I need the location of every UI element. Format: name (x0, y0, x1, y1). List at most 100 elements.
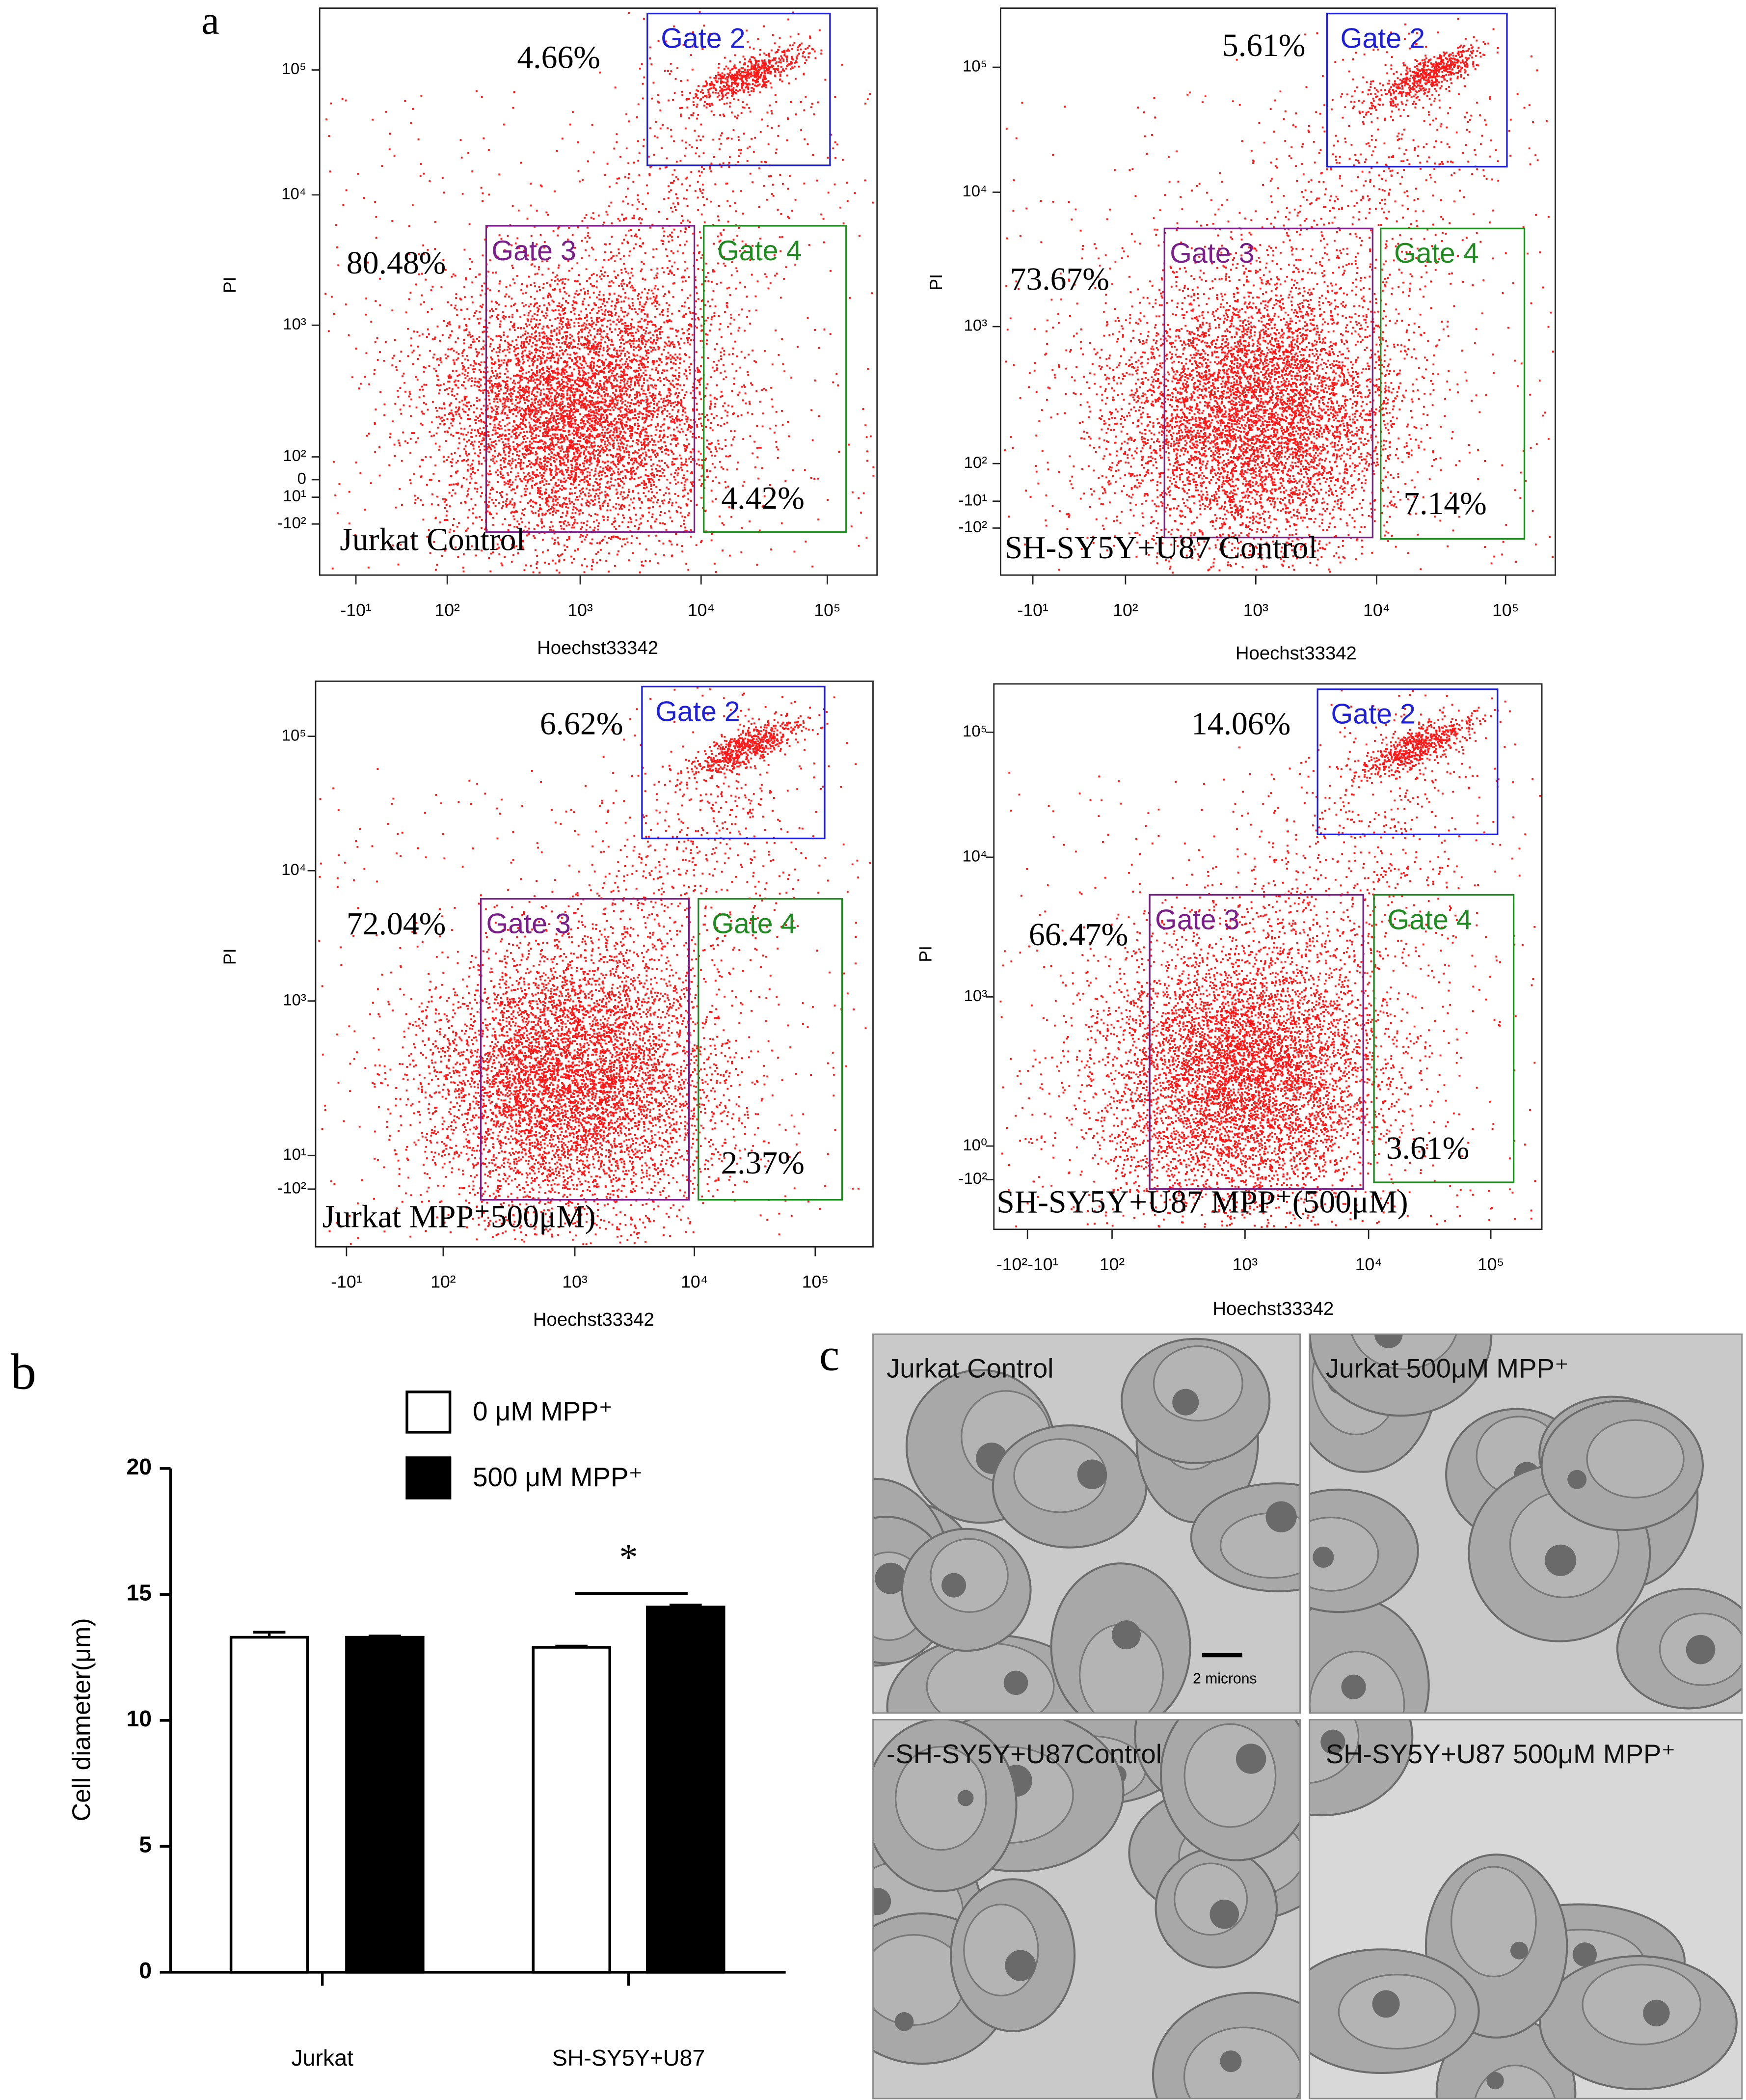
y-tick-label: 10⁰ (963, 1136, 987, 1154)
nucleus (1174, 1862, 1248, 1936)
nucleolus (1567, 1470, 1587, 1489)
gate-percentage: 4.42% (721, 480, 805, 516)
nucleolus (1209, 1899, 1239, 1929)
gate-label: Gate 4 (1387, 904, 1472, 935)
x-tick-label: 10⁴ (681, 1272, 708, 1292)
nucleolus (1372, 1990, 1400, 2018)
gate-label: Gate 2 (1331, 699, 1416, 730)
legend-swatch (405, 1456, 452, 1500)
y-tick-label: 10² (283, 446, 306, 464)
gate-box (480, 898, 690, 1201)
bar (345, 1636, 425, 1974)
gate-percentage: 66.47% (1029, 917, 1128, 953)
gate-box (641, 685, 826, 840)
gate-percentage: 4.66% (517, 39, 600, 75)
micrograph-label: Jurkat 500μM MPP⁺ (1326, 1353, 1569, 1384)
nucleolus (1544, 1544, 1577, 1576)
y-tick-label: 10⁴ (281, 185, 306, 203)
nucleolus (873, 1888, 891, 1915)
gate-label: Gate 4 (712, 908, 796, 940)
micrograph: -SH-SY5Y+U87Control (872, 1719, 1301, 2100)
nucleolus (1005, 1950, 1036, 1981)
nucleolus (1686, 1635, 1716, 1664)
y-tick-label: 0 (297, 469, 306, 488)
y-axis-label: PI (220, 949, 240, 965)
nucleus (963, 1904, 1039, 1996)
gate-percentage: 80.48% (347, 245, 446, 281)
x-axis-label: Hoechst33342 (1212, 1298, 1334, 1319)
gate-box (1163, 227, 1373, 539)
event-dots (999, 689, 1541, 1228)
gate-label: Gate 2 (661, 23, 745, 54)
x-tick-label: 10⁵ (1492, 600, 1519, 620)
nucleolus (1077, 1459, 1107, 1489)
y-tick-label: 10³ (964, 316, 988, 334)
plot-frame (319, 7, 878, 576)
nucleus (1451, 1866, 1537, 1978)
y-axis-label: PI (926, 274, 946, 291)
micrograph-content (1309, 1719, 1742, 2099)
micrograph: Jurkat 500μM MPP⁺ (1309, 1333, 1743, 1714)
y-tick-label: -10¹ (959, 491, 987, 509)
nucleolus (941, 1573, 967, 1598)
micrograph-label: Jurkat Control (886, 1353, 1054, 1384)
x-tick-label: Jurkat (291, 2045, 353, 2071)
plot-title: Jurkat MPP⁺500μM) (322, 1199, 596, 1235)
plot-title: SH-SY5Y+U87 Control (1005, 530, 1317, 566)
gate-percentage: 6.62% (540, 706, 623, 742)
event-dots (318, 686, 871, 1246)
nucleolus (875, 1562, 907, 1594)
nucleus (1586, 1419, 1685, 1499)
nucleolus (1643, 1999, 1670, 2027)
plot-frame (1000, 7, 1556, 576)
nucleolus (1220, 2050, 1242, 2073)
nucleolus (1265, 1501, 1297, 1532)
y-tick-label: 10⁵ (963, 722, 987, 740)
y-tick-label: 15 (126, 1580, 152, 1606)
gate-label: Gate 4 (717, 235, 802, 267)
y-tick-label: -10² (277, 1178, 306, 1197)
x-tick-label: 10² (434, 600, 460, 620)
x-tick-label: 10⁵ (814, 600, 840, 620)
nucleolus (1112, 1620, 1141, 1650)
gate-percentage: 2.37% (721, 1145, 805, 1181)
nucleus (1183, 2026, 1300, 2099)
nucleolus (1341, 1674, 1366, 1699)
y-tick-label: 20 (126, 1454, 152, 1479)
legend-label: 0 μM MPP⁺ (473, 1396, 613, 1426)
gate-box (485, 225, 696, 533)
nucleolus (1510, 1941, 1528, 1960)
gate-label: Gate 3 (1155, 904, 1239, 935)
panel-label: c (819, 1330, 839, 1381)
plot-frame (315, 681, 874, 1248)
micrograph-content (873, 1719, 1300, 2099)
bar (532, 1646, 611, 1974)
micrograph: Jurkat Control (872, 1333, 1301, 1714)
y-tick-label: 10³ (283, 990, 306, 1009)
gate-percentage: 72.04% (347, 906, 446, 942)
gate-percentage: 5.61% (1222, 27, 1306, 63)
plot-title: Jurkat Control (340, 522, 525, 558)
x-tick-label: 10⁴ (1355, 1255, 1382, 1274)
nucleolus (1003, 1670, 1028, 1695)
nucleolus (1572, 1942, 1597, 1967)
y-tick-label: 10⁴ (281, 860, 306, 878)
event-dots (1004, 18, 1554, 574)
x-tick-label: 10³ (1233, 1255, 1258, 1274)
plot-title: SH-SY5Y+U87 MPP⁺(500μM) (996, 1184, 1408, 1220)
gate-label: Gate 3 (1170, 238, 1254, 269)
gate-box (1326, 12, 1508, 168)
micrograph-frame (1309, 1333, 1743, 1714)
nucleolus (1320, 1729, 1345, 1754)
y-axis-label: PI (220, 276, 240, 293)
x-tick-label: SH-SY5Y+U87 (552, 2045, 705, 2071)
x-tick-label: 10⁴ (1363, 600, 1390, 620)
y-tick-label: 10³ (283, 315, 306, 333)
significance-mark: * (619, 1536, 638, 1578)
micrograph-frame (1309, 1719, 1743, 2100)
y-tick-label: -10² (959, 1169, 987, 1187)
micrograph-content (1309, 1334, 1742, 1713)
plot-frame (993, 683, 1543, 1230)
x-tick-label: 10² (430, 1272, 456, 1292)
